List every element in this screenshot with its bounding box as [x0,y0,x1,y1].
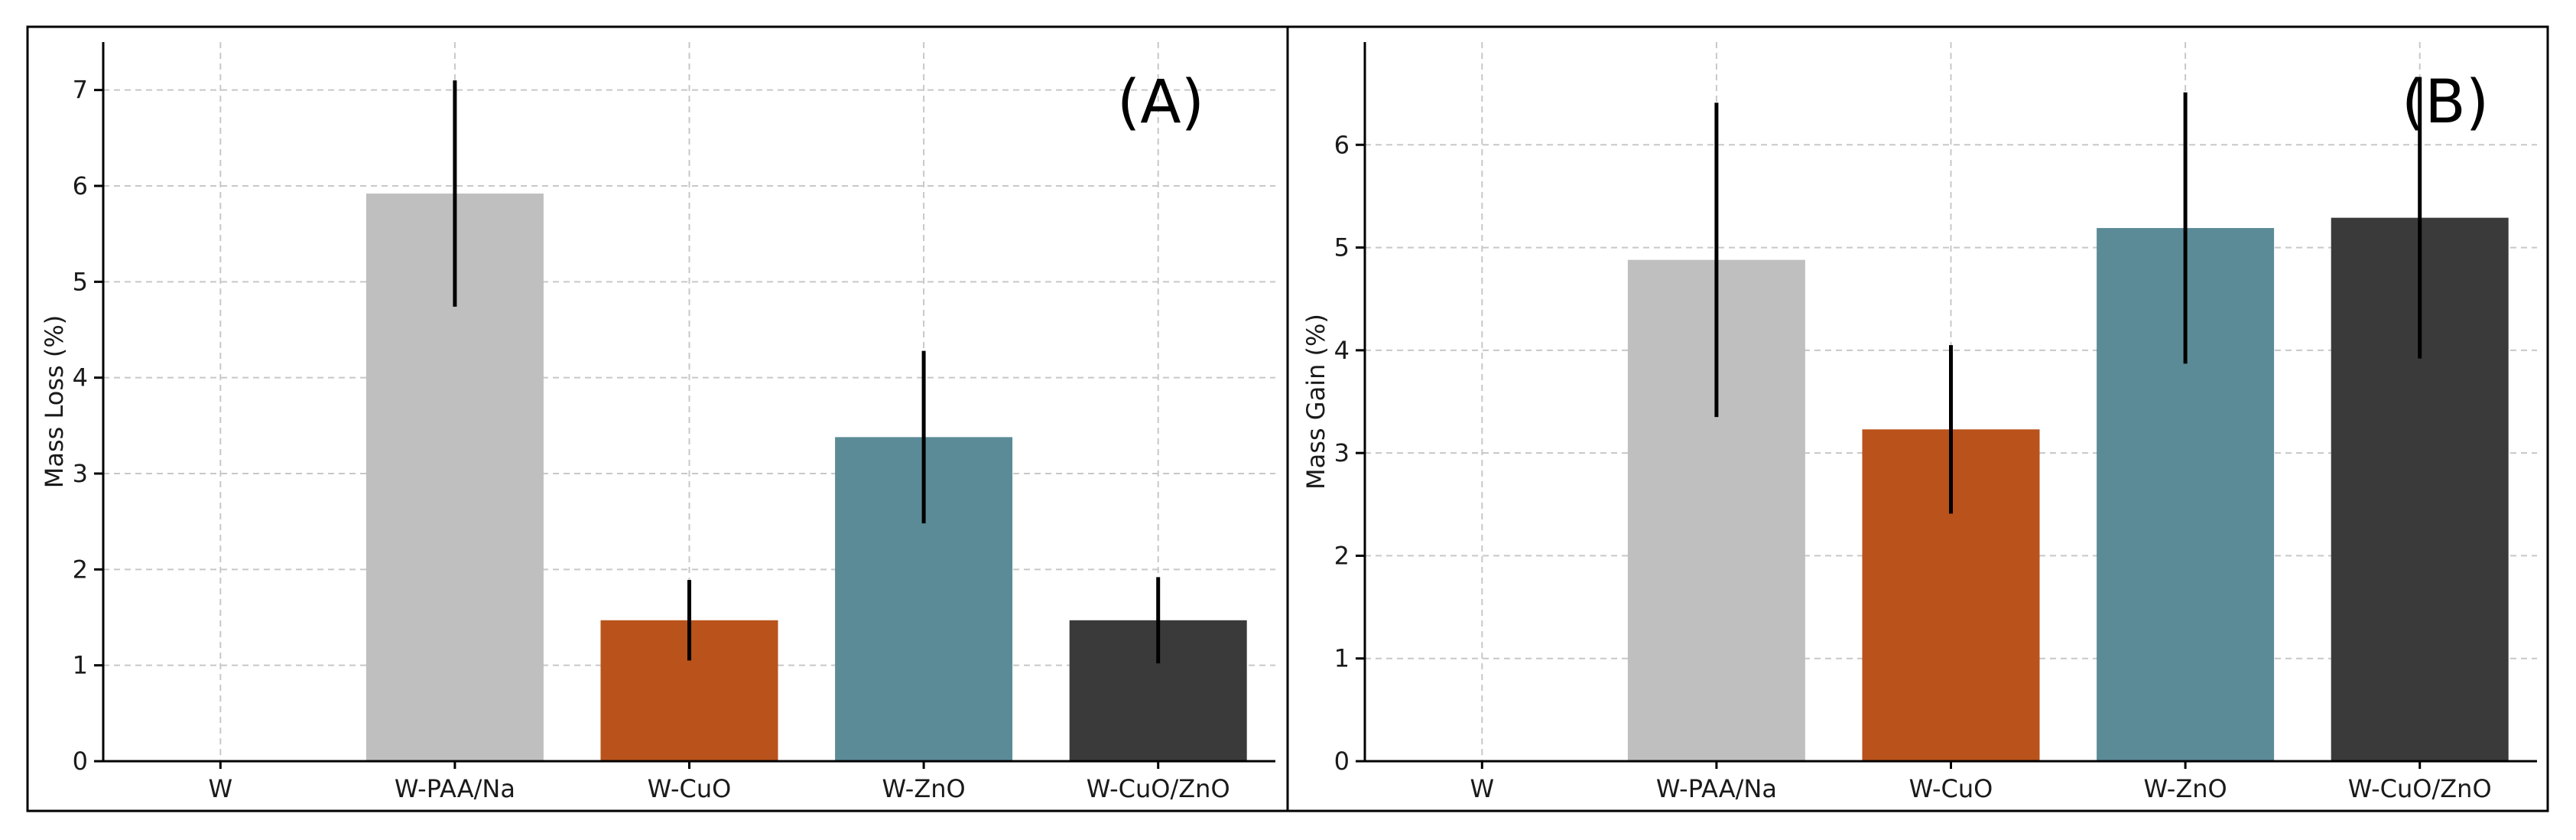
panel-b-x-tick-label-w-zno: W-ZnO [2143,774,2227,803]
panel-a-x-tick-label-w-cuo-zno: W-CuO/ZnO [1087,774,1230,803]
panel-a-x-tick-label-w-paa-na: W-PAA/Na [395,774,515,803]
panel-a-y-tick-label: 1 [73,651,88,680]
panel-b-y-tick-label: 1 [1334,644,1350,673]
panel-a-label: (A) [1117,68,1204,137]
panel-b-x-tick-label-w: W [1470,774,1494,803]
panel-a: 0 1 2 3 4 5 6 7 W W-PAA/Na W-CuO W-ZnO W-CuO/ZnO Ma… [26,25,1289,812]
panel-b: 0 1 2 3 4 5 6 W W-PAA/Na W-CuO W-ZnO W-CuO/ZnO Mas… [1286,25,2549,812]
panel-a-y-tick-label: 6 [73,171,88,200]
panel-b-y-tick-label: 2 [1334,541,1350,570]
panel-a-y-axis-label: Mass Loss (%) [40,315,69,488]
panel-a-y-tick-label: 7 [73,76,88,105]
panel-a-y-tick-label: 0 [73,747,88,776]
panel-b-x-tick-label-w-cuo: W-CuO [1909,774,1993,803]
panel-a-error-bars [453,80,1161,664]
panel-b-x-ticks: W W-PAA/Na W-CuO W-ZnO W-CuO/ZnO [1470,761,2492,803]
panel-a-y-ticks: 0 1 2 3 4 5 6 7 [73,76,103,776]
panel-b-y-tick-label: 6 [1334,130,1350,159]
panel-b-y-tick-label: 3 [1334,438,1350,467]
panel-b-label: (B) [2402,68,2489,137]
panel-b-frame [1286,25,2549,812]
panel-a-x-ticks: W W-PAA/Na W-CuO W-ZnO W-CuO/ZnO [208,761,1230,803]
panel-b-error-bars [1714,77,2422,514]
panel-b-x-tick-label-w-cuo-zno: W-CuO/ZnO [2348,774,2492,803]
panel-a-x-tick-label-w-cuo: W-CuO [648,774,732,803]
panel-a-x-tick-label-w-zno: W-ZnO [882,774,965,803]
panel-a-y-tick-label: 3 [73,459,88,488]
panel-a-y-tick-label: 4 [73,363,88,392]
panel-b-y-ticks: 0 1 2 3 4 5 6 [1334,130,1365,776]
panel-b-x-tick-label-w-paa-na: W-PAA/Na [1656,774,1777,803]
panel-b-y-tick-label: 0 [1334,747,1350,776]
panel-b-y-tick-label: 4 [1334,336,1350,365]
panel-a-x-tick-label-w: W [208,774,232,803]
panel-b-y-tick-label: 5 [1334,233,1350,262]
panel-b-y-axis-label: Mass Gain (%) [1301,314,1330,490]
panel-a-y-tick-label: 2 [73,555,88,584]
panel-a-y-tick-label: 5 [73,267,88,296]
